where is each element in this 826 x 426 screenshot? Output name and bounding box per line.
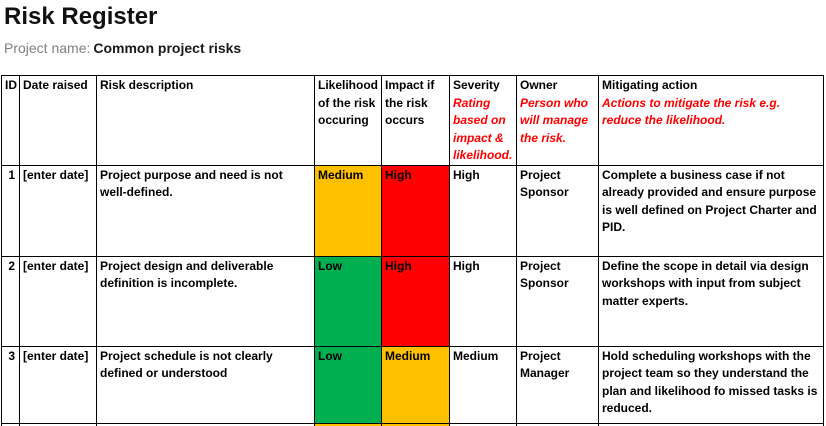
cell-mitigating-action[interactable]: Hold scheduling workshops with the proje…: [598, 345, 824, 424]
cell-likelihood[interactable]: Low: [314, 345, 382, 424]
cell-mitigating-action[interactable]: Define the scope in detail via design wo…: [598, 255, 824, 347]
cell-owner[interactable]: Project Manager: [516, 345, 599, 424]
column-header-date-raised: Date raised: [19, 75, 97, 166]
column-note: Person who will manage the risk.: [520, 95, 589, 145]
cell-likelihood[interactable]: Medium: [314, 164, 382, 257]
cell-impact[interactable]: High: [381, 164, 450, 257]
project-name-line: Project name: Common project risks: [4, 40, 241, 56]
column-header-severity: Severity Rating based on impact & likelih…: [449, 75, 517, 166]
cell-risk-description[interactable]: Project schedule is not clearly defined …: [96, 345, 315, 424]
column-header-owner: Owner Person who will manage the risk.: [516, 75, 599, 166]
column-label: Severity: [453, 78, 500, 92]
cell-impact[interactable]: Medium: [381, 345, 450, 424]
cell-impact[interactable]: High: [381, 255, 450, 347]
cell-severity[interactable]: High: [449, 255, 517, 347]
cell-mitigating-action[interactable]: [598, 422, 824, 426]
cell-risk-description[interactable]: Project purpose and need is not well-def…: [96, 164, 315, 257]
cell-severity[interactable]: Medium: [449, 345, 517, 424]
header-row: ID Date raised Risk description Likeliho…: [1, 75, 824, 166]
column-header-likelihood: Likelihood of the risk occuring: [314, 75, 382, 166]
column-note: Rating based on impact & likelihood.: [453, 95, 513, 163]
column-header-mitigating-action: Mitigating action Actions to mitigate the…: [598, 75, 824, 166]
cell-owner[interactable]: Project Sponsor: [516, 255, 599, 347]
cell-severity[interactable]: High: [449, 164, 517, 257]
cell-date-raised[interactable]: [enter date]: [19, 164, 97, 257]
column-label: Risk description: [100, 78, 194, 92]
column-label: Date raised: [23, 78, 88, 92]
risk-row-1: 1 [enter date] Project purpose and need …: [1, 164, 824, 257]
column-header-id: ID: [1, 75, 20, 166]
column-note: Actions to mitigate the risk e.g. reduce…: [602, 95, 781, 128]
cell-id[interactable]: 3: [1, 345, 20, 424]
cell-risk-description[interactable]: Project design and deliverable definitio…: [96, 255, 315, 347]
cell-owner[interactable]: Project Sponsor: [516, 164, 599, 257]
cell-date-raised[interactable]: [enter date]: [19, 345, 97, 424]
cell-likelihood[interactable]: Low: [314, 255, 382, 347]
cell-id[interactable]: 2: [1, 255, 20, 347]
column-header-impact: Impact if the risk occurs: [381, 75, 450, 166]
column-label: Likelihood of the risk occuring: [318, 78, 378, 127]
column-label: Impact if the risk occurs: [385, 78, 435, 127]
cell-mitigating-action[interactable]: Complete a business case if not already …: [598, 164, 824, 257]
risk-row-4-partial: [1, 422, 824, 426]
column-header-risk-description: Risk description: [96, 75, 315, 166]
risk-row-2: 2 [enter date] Project design and delive…: [1, 255, 824, 347]
column-label: Mitigating action: [602, 78, 698, 92]
column-label: Owner: [520, 78, 558, 92]
cell-id[interactable]: 1: [1, 164, 20, 257]
risk-row-3: 3 [enter date] Project schedule is not c…: [1, 345, 824, 424]
risk-table: ID Date raised Risk description Likeliho…: [1, 75, 824, 426]
column-label: ID: [5, 78, 17, 92]
project-name-label: Project name:: [4, 40, 91, 56]
project-name-value: Common project risks: [93, 40, 242, 56]
page-title: Risk Register: [4, 3, 158, 30]
cell-date-raised[interactable]: [enter date]: [19, 255, 97, 347]
